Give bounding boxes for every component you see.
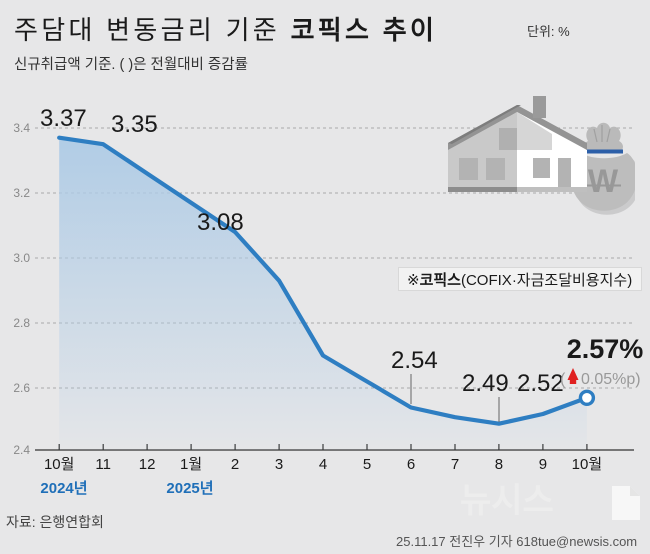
svg-text:9: 9 <box>539 456 547 473</box>
svg-text:뉴시스: 뉴시스 <box>460 482 554 520</box>
svg-text:10월: 10월 <box>572 456 603 473</box>
svg-text:11: 11 <box>95 456 111 473</box>
svg-text:10월: 10월 <box>44 456 75 473</box>
svg-text:0.05%p): 0.05%p) <box>581 371 641 388</box>
svg-text:2.6: 2.6 <box>13 381 30 395</box>
svg-text:7: 7 <box>451 456 459 473</box>
svg-text:2.52: 2.52 <box>517 370 564 397</box>
svg-text:W: W <box>588 163 619 199</box>
svg-text:4: 4 <box>319 456 327 473</box>
svg-text:2.49: 2.49 <box>462 370 509 397</box>
svg-text:3.2: 3.2 <box>13 186 30 200</box>
svg-text:3.35: 3.35 <box>111 111 158 138</box>
svg-text:3.37: 3.37 <box>40 105 87 132</box>
svg-text:3.0: 3.0 <box>13 251 30 265</box>
svg-text:2025년: 2025년 <box>166 480 213 497</box>
svg-text:3: 3 <box>275 456 283 473</box>
svg-text:2.8: 2.8 <box>13 316 30 330</box>
svg-text:8: 8 <box>495 456 503 473</box>
svg-text:3.08: 3.08 <box>197 209 244 236</box>
svg-text:2.54: 2.54 <box>391 347 438 374</box>
svg-text:6: 6 <box>407 456 415 473</box>
svg-text:1월: 1월 <box>180 456 202 473</box>
svg-text:2: 2 <box>231 456 239 473</box>
svg-text:2.4: 2.4 <box>13 443 30 457</box>
svg-text:5: 5 <box>363 456 371 473</box>
svg-text:(: ( <box>560 371 566 388</box>
svg-text:3.4: 3.4 <box>13 121 30 135</box>
svg-text:2024년: 2024년 <box>40 480 87 497</box>
svg-text:12: 12 <box>139 456 156 473</box>
svg-text:2.57%: 2.57% <box>567 334 644 364</box>
